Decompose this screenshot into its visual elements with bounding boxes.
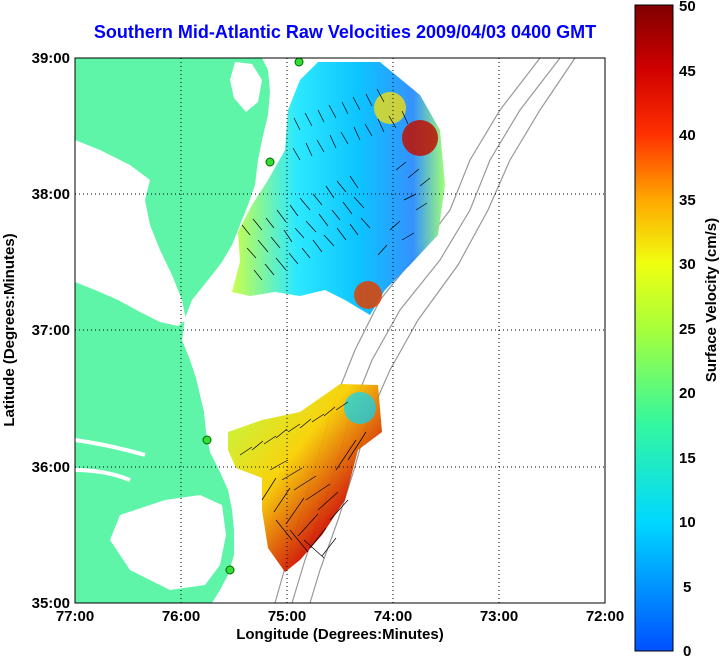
- y-tick-label: 35:00: [32, 595, 70, 612]
- delaware-bay: [230, 62, 262, 112]
- x-axis-label: Longitude (Degrees:Minutes): [236, 626, 444, 643]
- colorbar-tick: 20: [679, 385, 696, 402]
- x-tick-label: 76:00: [162, 608, 200, 625]
- colorbar-label: Surface Velocity (cm/s): [703, 218, 720, 382]
- y-tick-label: 37:00: [32, 322, 70, 339]
- x-tick-label: 74:00: [374, 608, 412, 625]
- colorbar-tick: 10: [679, 514, 696, 531]
- y-axis: 39:00 38:00 37:00 36:00 35:00 Latitude (…: [1, 50, 70, 612]
- colorbar-tick: 30: [679, 256, 696, 273]
- y-tick-label: 38:00: [32, 186, 70, 203]
- x-tick-label: 72:00: [586, 608, 624, 625]
- velocity-region-north: [232, 62, 445, 315]
- x-tick-label: 73:00: [480, 608, 518, 625]
- x-tick-label: 77:00: [56, 608, 94, 625]
- velocity-region-south: [228, 384, 382, 572]
- y-tick-label: 39:00: [32, 50, 70, 67]
- plot-frame: [74, 57, 606, 604]
- colorbar-tick: 15: [679, 450, 696, 467]
- colorbar-tick: 5: [683, 579, 691, 596]
- colorbar-tick: 0: [683, 643, 691, 659]
- x-axis: 77:00 76:00 75:00 74:00 73:00 72:00 Long…: [56, 608, 624, 643]
- colorbar-gradient: [634, 4, 674, 652]
- grid-lines: [75, 58, 605, 603]
- colorbar-tick: 45: [679, 63, 696, 80]
- colorbar-tick: 50: [679, 0, 696, 15]
- colorbar-tick: 35: [679, 192, 696, 209]
- y-tick-label: 36:00: [32, 459, 70, 476]
- colorbar: 50 45 40 35 30 25 20 15 10 5 0 Surface V…: [634, 0, 720, 659]
- pamlico-sound: [110, 495, 226, 590]
- velocity-vectors: [239, 88, 431, 559]
- plot-title: Southern Mid-Atlantic Raw Velocities 200…: [93, 22, 597, 42]
- rivers: [75, 183, 161, 482]
- x-tick-label: 75:00: [268, 608, 306, 625]
- chesapeake-bay: [75, 140, 186, 326]
- radar-sites: [202, 58, 304, 575]
- colorbar-tick: 25: [679, 321, 696, 338]
- colorbar-tick: 40: [679, 127, 696, 144]
- y-axis-label: Latitude (Degrees:Minutes): [1, 233, 18, 426]
